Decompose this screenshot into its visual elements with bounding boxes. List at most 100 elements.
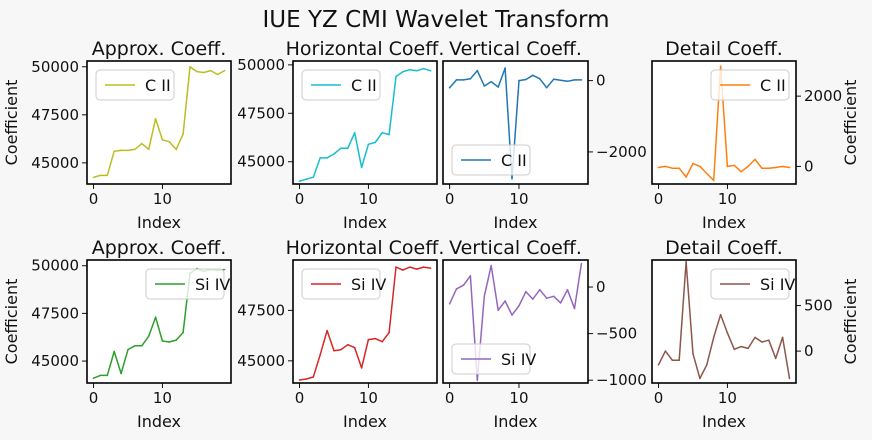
axes-frame: [292, 60, 438, 185]
data-point: [326, 329, 328, 332]
data-point: [573, 307, 576, 310]
data-point: [340, 147, 342, 149]
subplot-horizontal-c-ii: Horizontal Coeff. 0 10 45000 47500 50000 Index…: [237, 38, 444, 232]
data-point: [298, 379, 301, 381]
data-point: [754, 158, 756, 161]
data-point: [381, 131, 384, 134]
y-axis-label: Coefficient: [2, 279, 21, 365]
data-point: [381, 340, 384, 343]
legend: C II: [95, 69, 175, 101]
data-point: [374, 141, 377, 144]
data-point: [712, 336, 715, 339]
data-point: [476, 379, 479, 382]
data-point: [580, 79, 583, 81]
y-tick-label: 47500: [31, 304, 79, 322]
data-point: [134, 345, 136, 347]
data-point: [490, 80, 493, 83]
data-point: [305, 178, 308, 180]
legend: Si IV: [451, 343, 536, 375]
y-tick-label: 0: [804, 157, 814, 175]
data-point: [113, 350, 115, 353]
data-point: [525, 290, 527, 293]
data-point: [360, 367, 363, 369]
data-point: [566, 289, 569, 291]
axes-frame: [651, 60, 797, 185]
data-point: [340, 348, 342, 351]
panel-title: Detail Coeff.: [665, 38, 783, 60]
x-tick-label: 10: [153, 190, 172, 208]
data-point: [415, 69, 418, 72]
series-line: [657, 261, 791, 380]
data-point: [483, 85, 486, 87]
data-point: [367, 143, 370, 146]
y-axis-label: Coefficient: [841, 80, 860, 166]
data-point: [497, 86, 500, 88]
data-point: [726, 165, 729, 168]
panel-title: Detail Coeff.: [665, 237, 783, 259]
data-point: [395, 266, 397, 268]
y-tick-label: 47500: [237, 301, 285, 319]
y-tick-label: 47500: [237, 104, 285, 122]
y-tick-label: 2000: [804, 87, 842, 105]
data-point: [333, 349, 335, 352]
data-point: [141, 345, 143, 347]
data-point: [388, 133, 390, 136]
legend: C II: [710, 69, 790, 101]
data-point: [448, 303, 451, 305]
data-point: [657, 364, 660, 366]
data-point: [671, 359, 674, 362]
series-line: [299, 67, 431, 182]
data-point: [99, 374, 102, 377]
x-axis-label: Index: [702, 412, 746, 431]
data-point: [216, 73, 219, 76]
data-point: [768, 339, 770, 342]
data-point: [685, 261, 687, 263]
y-axis-label: Coefficient: [2, 80, 21, 166]
y-tick-label: 500: [804, 297, 833, 315]
data-point: [326, 157, 328, 159]
data-point: [395, 75, 397, 78]
data-point: [333, 153, 335, 155]
y-tick-label: −500: [596, 325, 637, 343]
y-tick-label: 0: [596, 278, 606, 296]
data-point: [120, 149, 122, 152]
series-line: [299, 266, 431, 381]
data-point: [347, 147, 349, 149]
data-point: [580, 262, 583, 265]
data-point: [685, 176, 687, 178]
y-tick-label: 0: [596, 72, 606, 90]
x-tick-label: 10: [153, 389, 172, 407]
data-point: [402, 70, 404, 73]
data-point: [518, 304, 520, 307]
data-point: [429, 69, 432, 72]
y-tick-label: 45000: [31, 352, 79, 370]
series-line: [93, 66, 225, 179]
data-point: [360, 166, 363, 169]
legend-label: C II: [351, 76, 377, 95]
data-point: [518, 79, 520, 82]
series-line: [449, 67, 582, 180]
data-point: [511, 314, 513, 316]
data-point: [545, 297, 548, 300]
y-tick-label: 47500: [31, 106, 79, 124]
legend-label: C II: [145, 76, 171, 95]
legend: Si IV: [710, 268, 795, 300]
data-point: [726, 332, 729, 334]
y-tick-label: −1000: [596, 371, 647, 389]
y-tick-label: 0: [804, 342, 814, 360]
series-line: [448, 263, 583, 381]
data-point: [483, 295, 486, 298]
data-point: [566, 80, 569, 83]
x-tick-label: 0: [445, 389, 455, 407]
subplot-approx-c-ii: Approx. Coeff. 0 10 45000 47500 50000 Index Coe…: [2, 38, 232, 232]
data-point: [92, 176, 95, 179]
data-point: [147, 148, 150, 151]
data-point: [402, 269, 404, 271]
legend: Si IV: [301, 268, 386, 300]
data-point: [664, 165, 667, 168]
data-point: [532, 74, 534, 77]
data-point: [99, 174, 102, 177]
data-point: [203, 71, 205, 74]
axes-frame: [292, 259, 438, 384]
